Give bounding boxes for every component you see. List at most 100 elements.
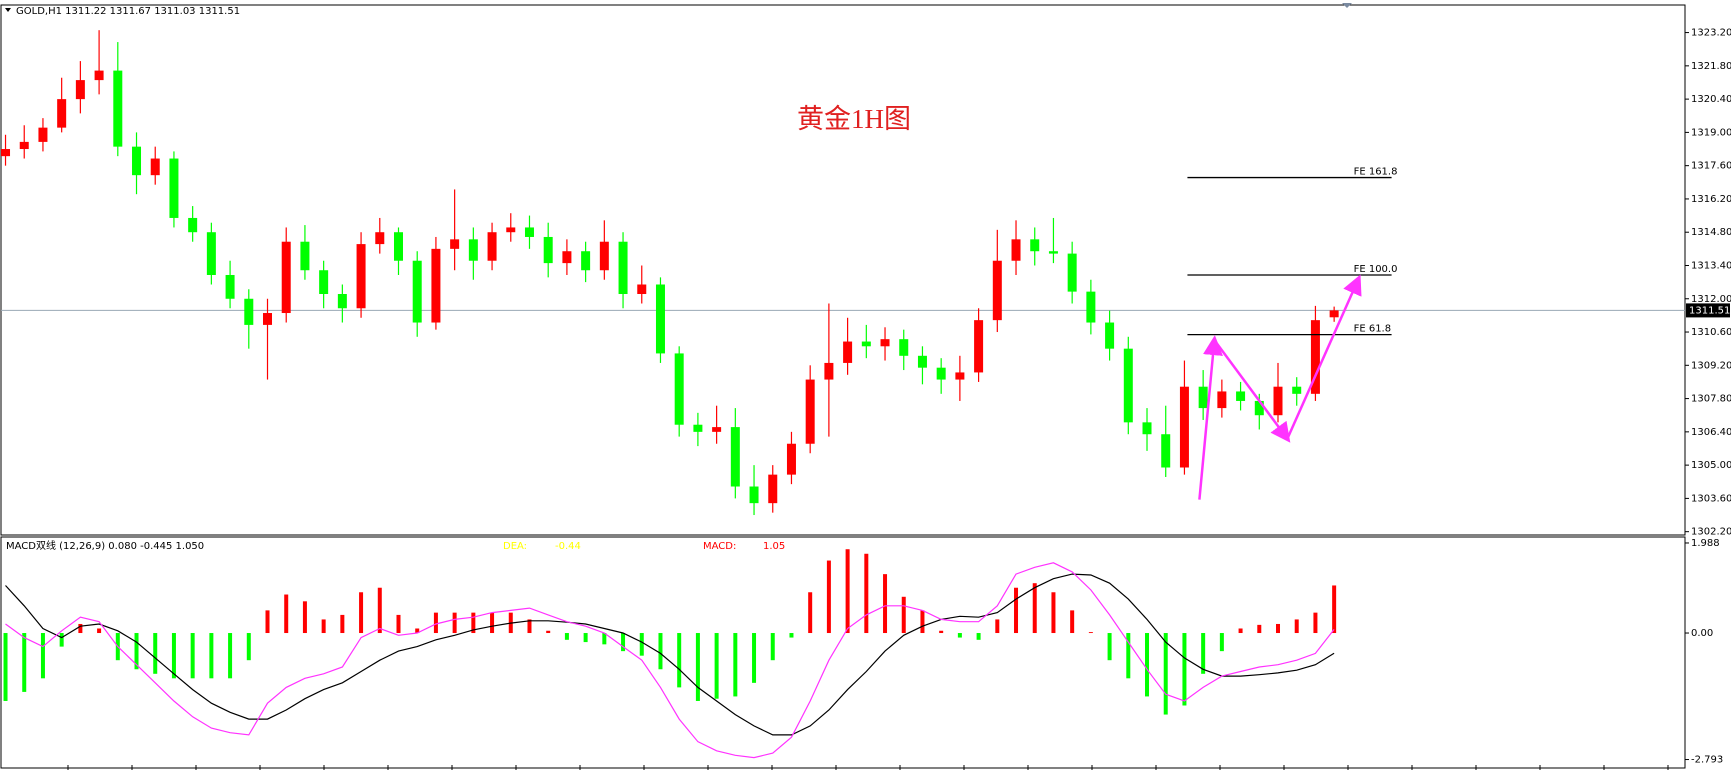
histogram-bar [920,610,925,634]
candle-body [599,241,609,271]
candle-body [244,298,254,325]
candle-body [57,99,67,128]
candle-body [281,241,291,314]
dea-value: -0.44 [555,541,581,552]
y-tick-label: 1316.20 [1691,194,1731,205]
y-tick-label: -2.793 [1691,755,1723,766]
candle-body [543,236,553,264]
macd-value: 1.05 [763,541,785,552]
histogram-bar [415,628,420,634]
candle-body [955,372,965,380]
histogram-bar [901,596,906,634]
candle-body [1292,386,1302,394]
fib-label: FE 61.8 [1354,324,1392,335]
macd-line [5,562,1335,759]
macd-label: MACD: [703,541,736,552]
histogram-bar [190,633,195,679]
candle-body [1048,251,1058,254]
fib-label: FE 161.8 [1354,167,1398,178]
candle-body [749,486,759,504]
histogram-bar [1145,633,1150,697]
candle-body [38,127,48,142]
histogram-bar [602,633,607,645]
histogram-bar [1051,592,1056,634]
histogram-bar [359,592,364,634]
price-label: 1311.51 [1689,305,1730,316]
candle-body [113,70,123,147]
histogram-bar [770,633,775,661]
menu-triangle[interactable] [5,8,11,12]
candle-body [843,341,853,363]
histogram-bar [134,633,139,670]
candle-body [1198,386,1208,409]
price-panel [0,4,1686,536]
fib-label: FE 100.0 [1354,264,1398,275]
candle-body [1030,239,1040,252]
y-tick-label: 1309.20 [1691,360,1731,371]
candle-body [1217,391,1227,409]
macd-panel [0,536,1686,769]
histogram-bar [1332,585,1337,634]
candle-body [337,294,347,309]
histogram-bar [621,633,626,652]
y-tick-label: 0.00 [1691,628,1713,639]
histogram-bar [1313,612,1318,634]
chart-title: 黄金1H图 [797,104,911,134]
candle-body [94,70,104,81]
y-tick-label: 1305.00 [1691,460,1731,471]
y-tick-label: 1.988 [1691,538,1720,549]
histogram-bar [1238,628,1243,634]
candle-body [1161,434,1171,468]
macd-header: MACD双线 (12,26,9) 0.080 -0.445 1.050 [6,539,204,552]
histogram-bar [976,633,981,640]
histogram-bar [939,630,944,634]
candle-body [431,248,441,323]
y-tick-label: 1306.40 [1691,427,1731,438]
histogram-bar [1294,619,1299,634]
candle-body [936,367,946,380]
histogram-bar [1201,633,1206,674]
dea-label: DEA: [503,541,527,552]
candle-body [861,341,871,347]
candle-body [1273,386,1283,416]
candle-body [206,232,216,275]
histogram-bar [171,633,176,679]
histogram-bar [490,612,495,634]
y-tick-label: 1312.00 [1691,294,1731,305]
histogram-bar [3,633,8,701]
candle-body [356,244,366,309]
histogram-bar [957,633,962,638]
histogram-bar [1219,633,1224,652]
histogram-bar [864,553,869,634]
histogram-bar [321,619,326,634]
histogram-bar [1032,583,1037,634]
candle-body [562,251,572,264]
histogram-bar [302,601,307,634]
candle-body [655,284,665,354]
histogram-bar [1070,610,1075,634]
candle-body [393,232,403,261]
candle-body [506,227,516,233]
candle-body [1086,291,1096,323]
histogram-bar [789,633,794,638]
histogram-bar [883,574,888,634]
histogram-bar [377,587,382,634]
histogram-bar [396,614,401,634]
histogram-bar [153,633,158,674]
candle-body [1179,386,1189,468]
candle-body [225,274,235,299]
candle-body [487,232,497,261]
candle-body [974,320,984,373]
candle-body [375,232,385,245]
candle-body [637,284,647,295]
candle-body [150,158,160,176]
candle-body [730,427,740,487]
histogram-bar [97,628,102,634]
histogram-bar [452,612,457,634]
y-tick-label: 1302.20 [1691,527,1731,538]
candle-body [300,241,310,271]
histogram-bar [658,633,663,670]
symbol-header: GOLD,H1 1311.22 1311.67 1311.03 1311.51 [16,6,240,17]
histogram-bar [59,633,64,647]
